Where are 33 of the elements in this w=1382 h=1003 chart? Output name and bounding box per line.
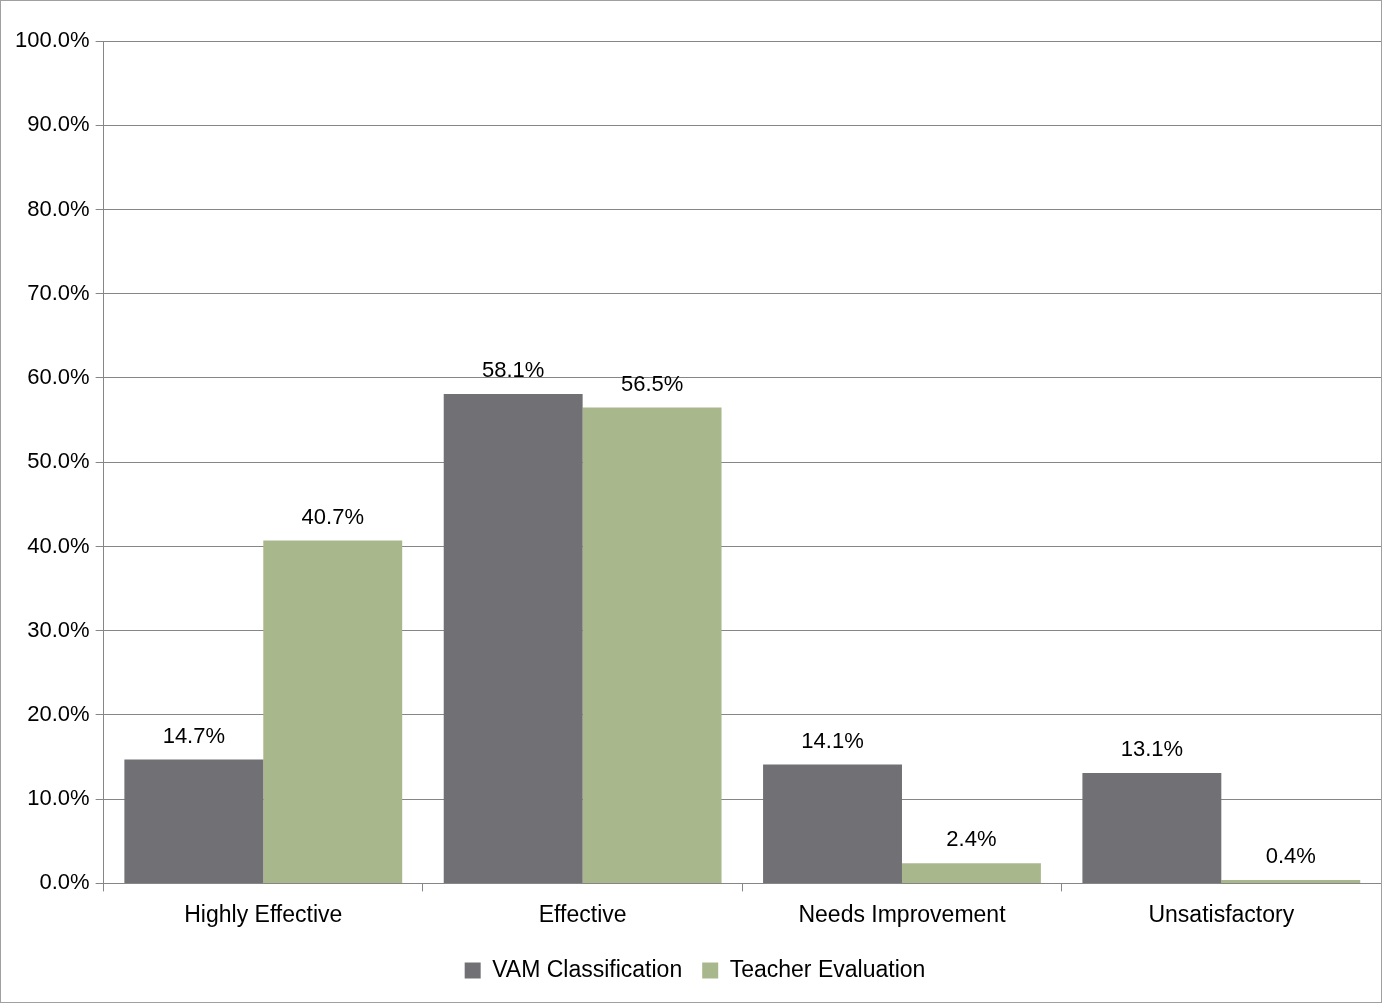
data-label: 13.1%: [1120, 736, 1184, 762]
y-tick-label: 70.0%: [27, 279, 90, 305]
data-label: 14.1%: [801, 727, 864, 753]
bar: [763, 764, 902, 883]
bar: [124, 759, 264, 883]
bar: [1221, 880, 1361, 883]
y-tick-label: 60.0%: [27, 364, 90, 390]
y-tick-label: 0.0%: [39, 869, 90, 895]
data-label: 58.1%: [481, 357, 545, 383]
bar: [443, 393, 583, 883]
y-tick-label: 100.0%: [14, 27, 90, 53]
x-tick-label: Unsatisfactory: [1148, 900, 1295, 927]
data-label: 14.7%: [162, 722, 226, 748]
y-tick-label: 40.0%: [27, 532, 90, 558]
bar: [582, 407, 722, 883]
y-tick-label: 30.0%: [27, 616, 90, 642]
legend-label: VAM Classification: [492, 955, 683, 982]
y-tick-label: 80.0%: [27, 195, 90, 221]
data-label: 2.4%: [946, 826, 997, 852]
bar: [263, 540, 403, 883]
y-tick-label: 20.0%: [27, 700, 90, 726]
y-tick-label: 90.0%: [27, 111, 90, 137]
y-tick-label: 50.0%: [27, 448, 90, 474]
bar: [901, 863, 1041, 883]
data-label: 0.4%: [1265, 843, 1316, 869]
x-tick-label: Effective: [538, 900, 627, 927]
x-tick-label: Needs Improvement: [798, 900, 1007, 927]
data-label: 56.5%: [620, 370, 684, 396]
legend-label: Teacher Evaluation: [729, 955, 926, 982]
data-label: 40.7%: [301, 503, 364, 529]
x-tick-label: Highly Effective: [184, 900, 343, 927]
y-tick-label: 10.0%: [27, 785, 90, 811]
bar: [1082, 773, 1222, 883]
